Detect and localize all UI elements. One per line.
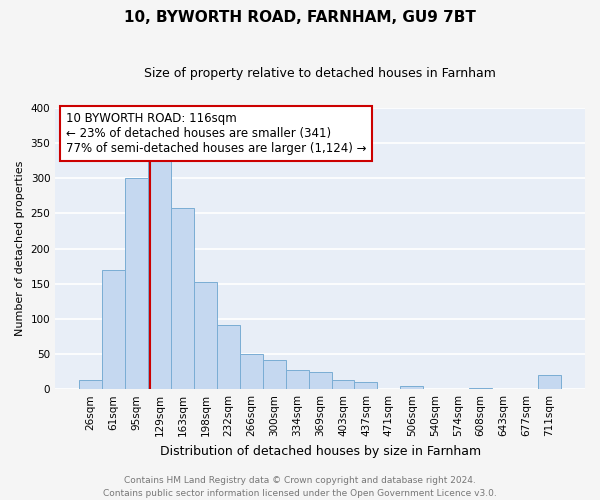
Bar [538, 375, 561, 389]
X-axis label: Distribution of detached houses by size in Farnham: Distribution of detached houses by size … [160, 444, 481, 458]
Bar [308, 372, 332, 389]
Bar [355, 382, 377, 389]
Bar [148, 158, 171, 389]
Bar [102, 270, 125, 389]
Bar [240, 354, 263, 389]
Bar [469, 388, 492, 389]
Bar [194, 282, 217, 389]
Title: Size of property relative to detached houses in Farnham: Size of property relative to detached ho… [144, 68, 496, 80]
Text: 10 BYWORTH ROAD: 116sqm
← 23% of detached houses are smaller (341)
77% of semi-d: 10 BYWORTH ROAD: 116sqm ← 23% of detache… [66, 112, 366, 156]
Bar [217, 325, 240, 389]
Bar [79, 380, 102, 389]
Text: Contains HM Land Registry data © Crown copyright and database right 2024.
Contai: Contains HM Land Registry data © Crown c… [103, 476, 497, 498]
Bar [125, 178, 148, 389]
Text: 10, BYWORTH ROAD, FARNHAM, GU9 7BT: 10, BYWORTH ROAD, FARNHAM, GU9 7BT [124, 10, 476, 25]
Bar [400, 386, 423, 389]
Bar [171, 208, 194, 389]
Bar [263, 360, 286, 389]
Bar [332, 380, 355, 389]
Bar [286, 370, 308, 389]
Y-axis label: Number of detached properties: Number of detached properties [15, 161, 25, 336]
